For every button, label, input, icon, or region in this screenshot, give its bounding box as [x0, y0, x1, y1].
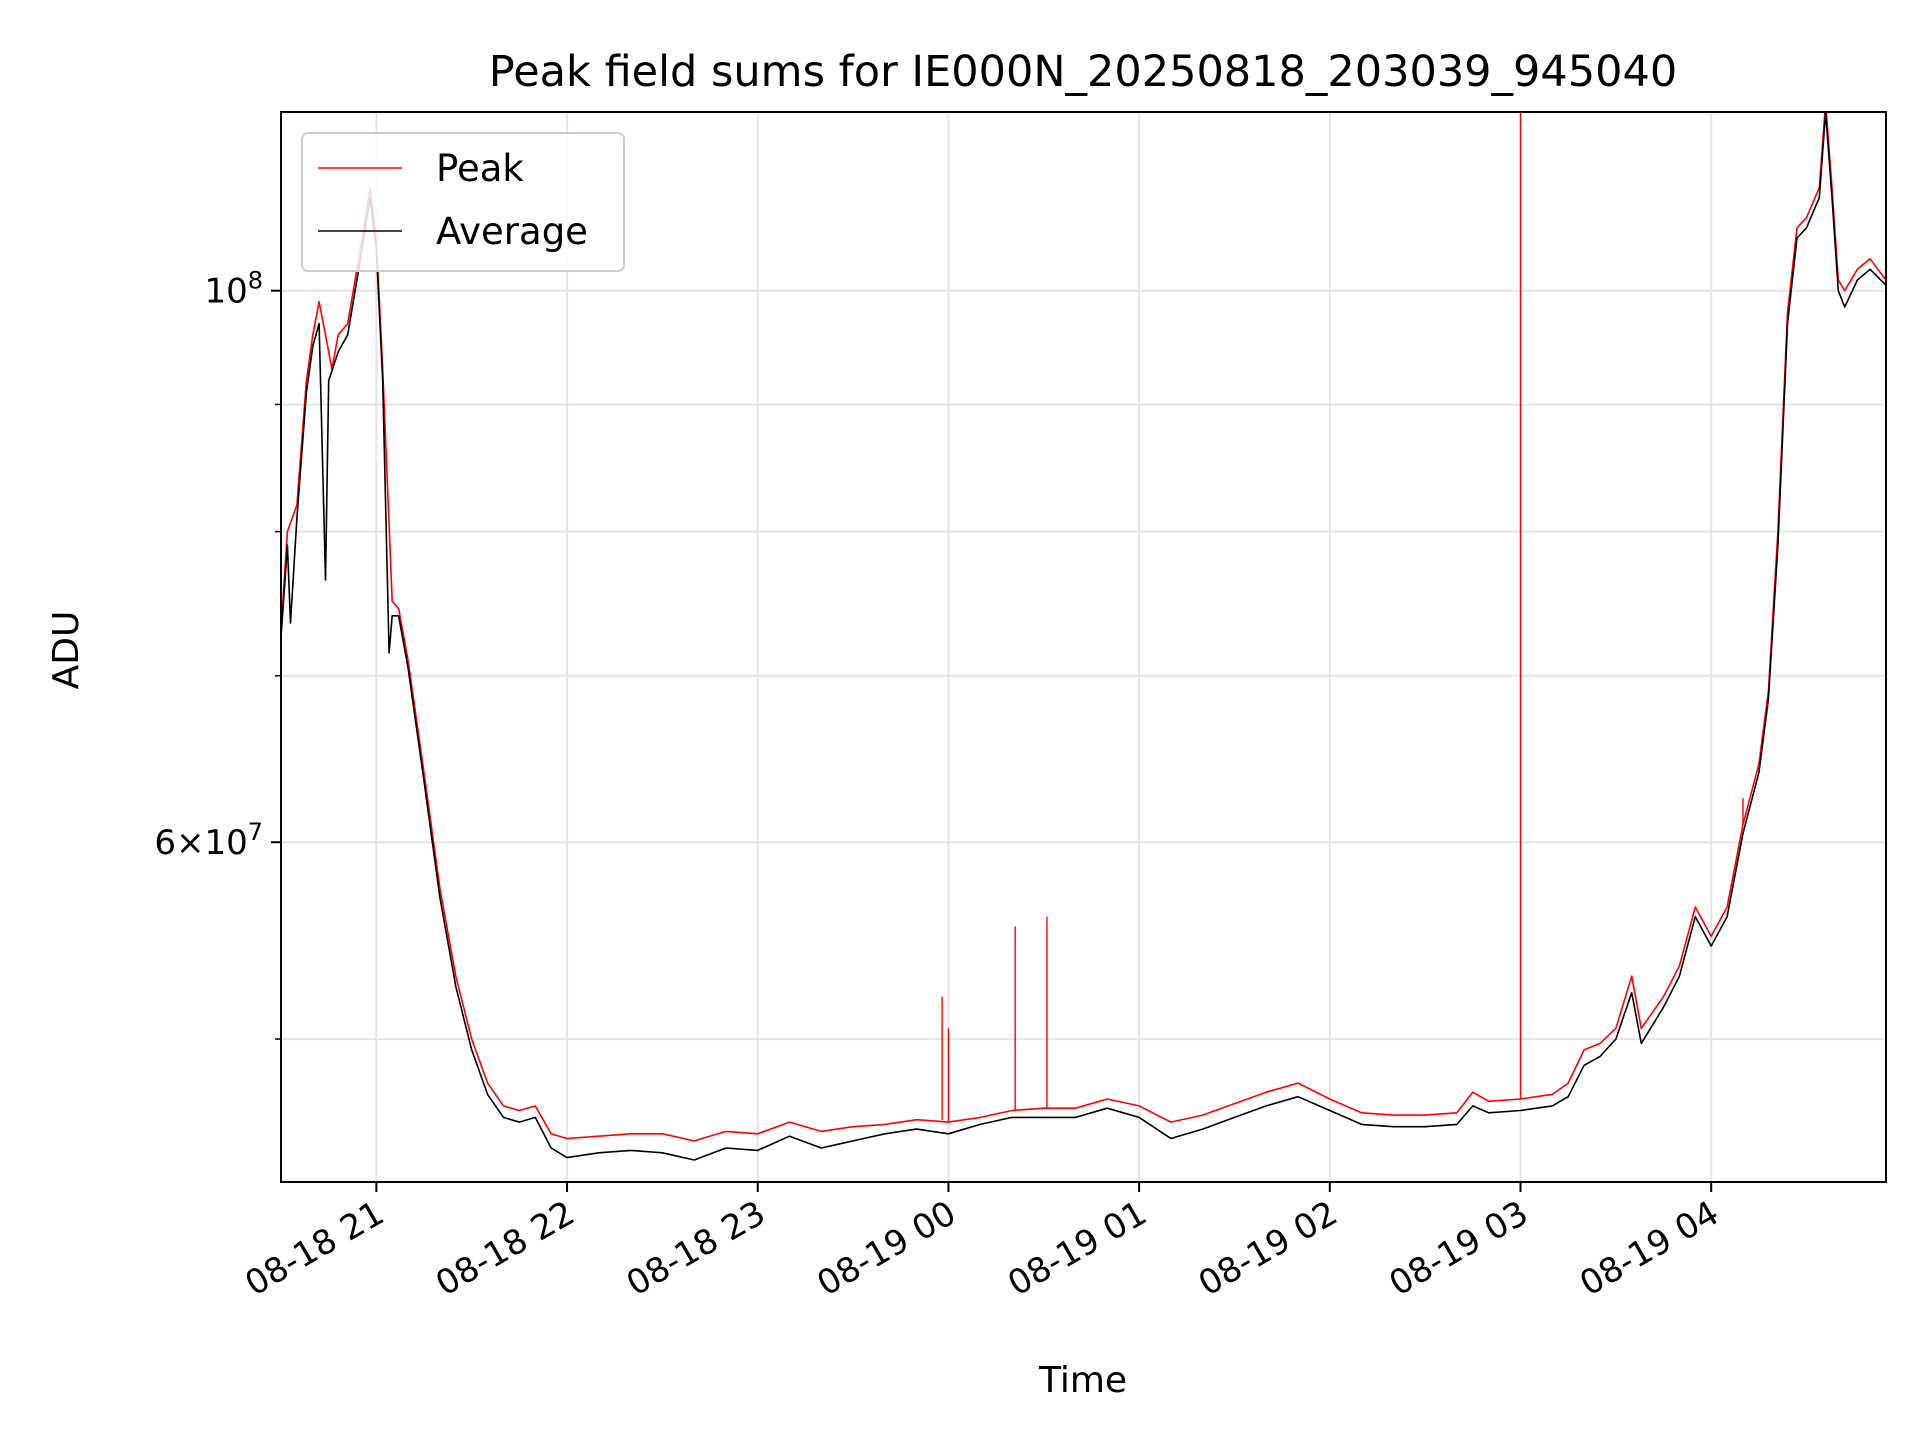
y-tick-label-exponent: 7 — [248, 818, 263, 846]
series-line-peak — [281, 112, 1886, 1142]
series-layer — [281, 112, 1886, 1161]
y-tick-label: 6×107 — [154, 818, 263, 863]
legend-label-average: Average — [436, 210, 588, 253]
legend: Peak Average — [301, 132, 625, 272]
plot-frame — [280, 111, 1887, 1183]
y-tick-label-base: 10 — [204, 272, 247, 312]
chart-title: Peak field sums for IE000N_20250818_2030… — [489, 47, 1677, 97]
x-axis-label: Time — [1038, 1360, 1127, 1401]
y-tick-label-exponent: 8 — [248, 267, 263, 295]
y-tick-label-mantissa: 6× — [154, 823, 204, 863]
grid — [281, 112, 1886, 1182]
series-line-average — [281, 112, 1886, 1161]
legend-label-peak: Peak — [436, 147, 524, 190]
y-tick-label-base: 10 — [204, 823, 247, 863]
y-tick-label: 108 — [204, 267, 263, 312]
y-axis-label: ADU — [46, 611, 87, 690]
